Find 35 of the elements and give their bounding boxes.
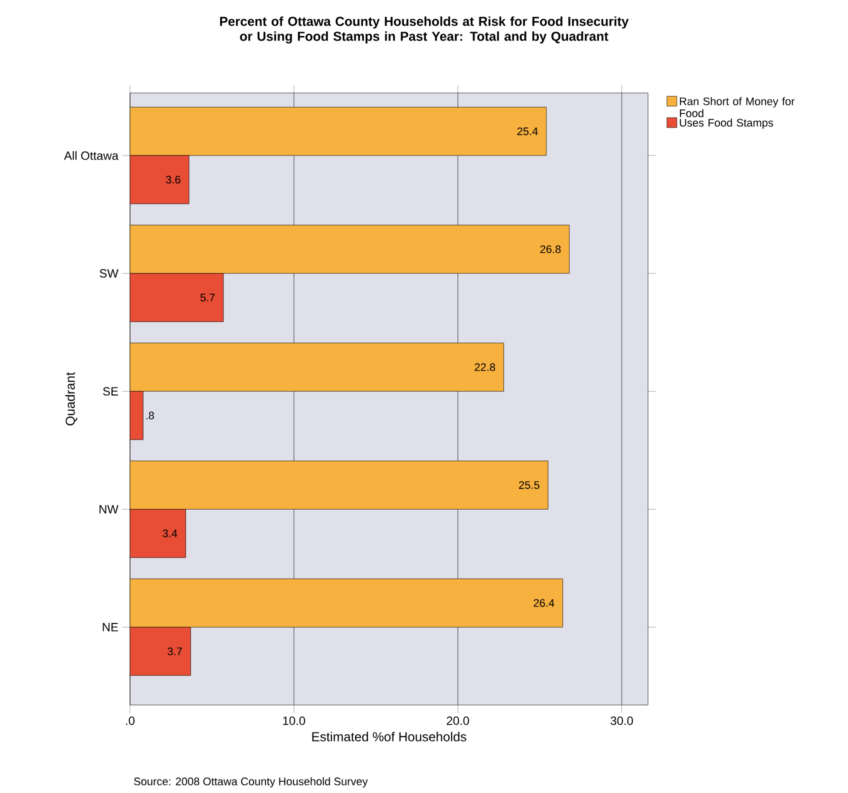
bar: [130, 509, 186, 558]
x-tick-label: 30.0: [610, 716, 633, 725]
bar: [130, 155, 190, 204]
data-label: 3.6: [166, 176, 180, 184]
bar: [130, 578, 563, 628]
data-label: 5.7: [200, 294, 215, 302]
data-label: 25.5: [519, 481, 540, 489]
legend-label: Ran Short of Money for Food: [680, 97, 795, 118]
data-label: 3.7: [168, 647, 182, 656]
legend-label: Uses Food Stamps: [680, 118, 774, 129]
data-label: 25.4: [517, 127, 538, 136]
bar: [130, 342, 504, 392]
data-label: 26.8: [540, 245, 561, 254]
x-tick-label: 20.0: [446, 716, 470, 725]
y-tick-label: NW: [100, 505, 118, 514]
data-label: 26.4: [534, 599, 554, 607]
y-tick-label: All Ottawa: [64, 151, 118, 160]
y-tick-label: NE: [102, 623, 118, 632]
data-label: 3.4: [162, 530, 178, 538]
x-axis-title: Estimated %of Households: [312, 732, 466, 742]
data-label: 22.8: [474, 363, 496, 372]
x-tick-label: .0: [126, 716, 135, 725]
y-axis-title: Quadrant: [65, 372, 78, 426]
x-tick-label: 10.0: [283, 716, 306, 725]
bar: [130, 273, 224, 322]
bar: [130, 224, 570, 274]
bar: [130, 626, 191, 676]
data-label: .8: [146, 412, 154, 420]
source-note: Source: 2008 Ottawa County Household Survey: [134, 777, 368, 788]
bar: [130, 460, 548, 510]
y-tick-label: SW: [100, 269, 118, 278]
chart-title: Percent of Ottawa County Households at Risk for Food Insecurity or Using Food Stamps in Past Year: Total and by Quadrant: [220, 16, 629, 44]
y-tick-label: SE: [103, 387, 118, 396]
bar: [130, 106, 547, 156]
bar: [130, 391, 144, 440]
